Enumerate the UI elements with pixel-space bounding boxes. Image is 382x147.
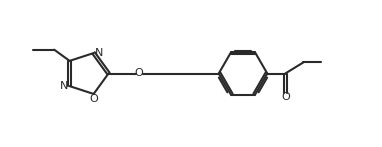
- Text: O: O: [89, 94, 98, 104]
- Text: O: O: [134, 69, 143, 78]
- Text: N: N: [96, 48, 104, 58]
- Text: O: O: [281, 92, 290, 102]
- Text: N: N: [60, 81, 68, 91]
